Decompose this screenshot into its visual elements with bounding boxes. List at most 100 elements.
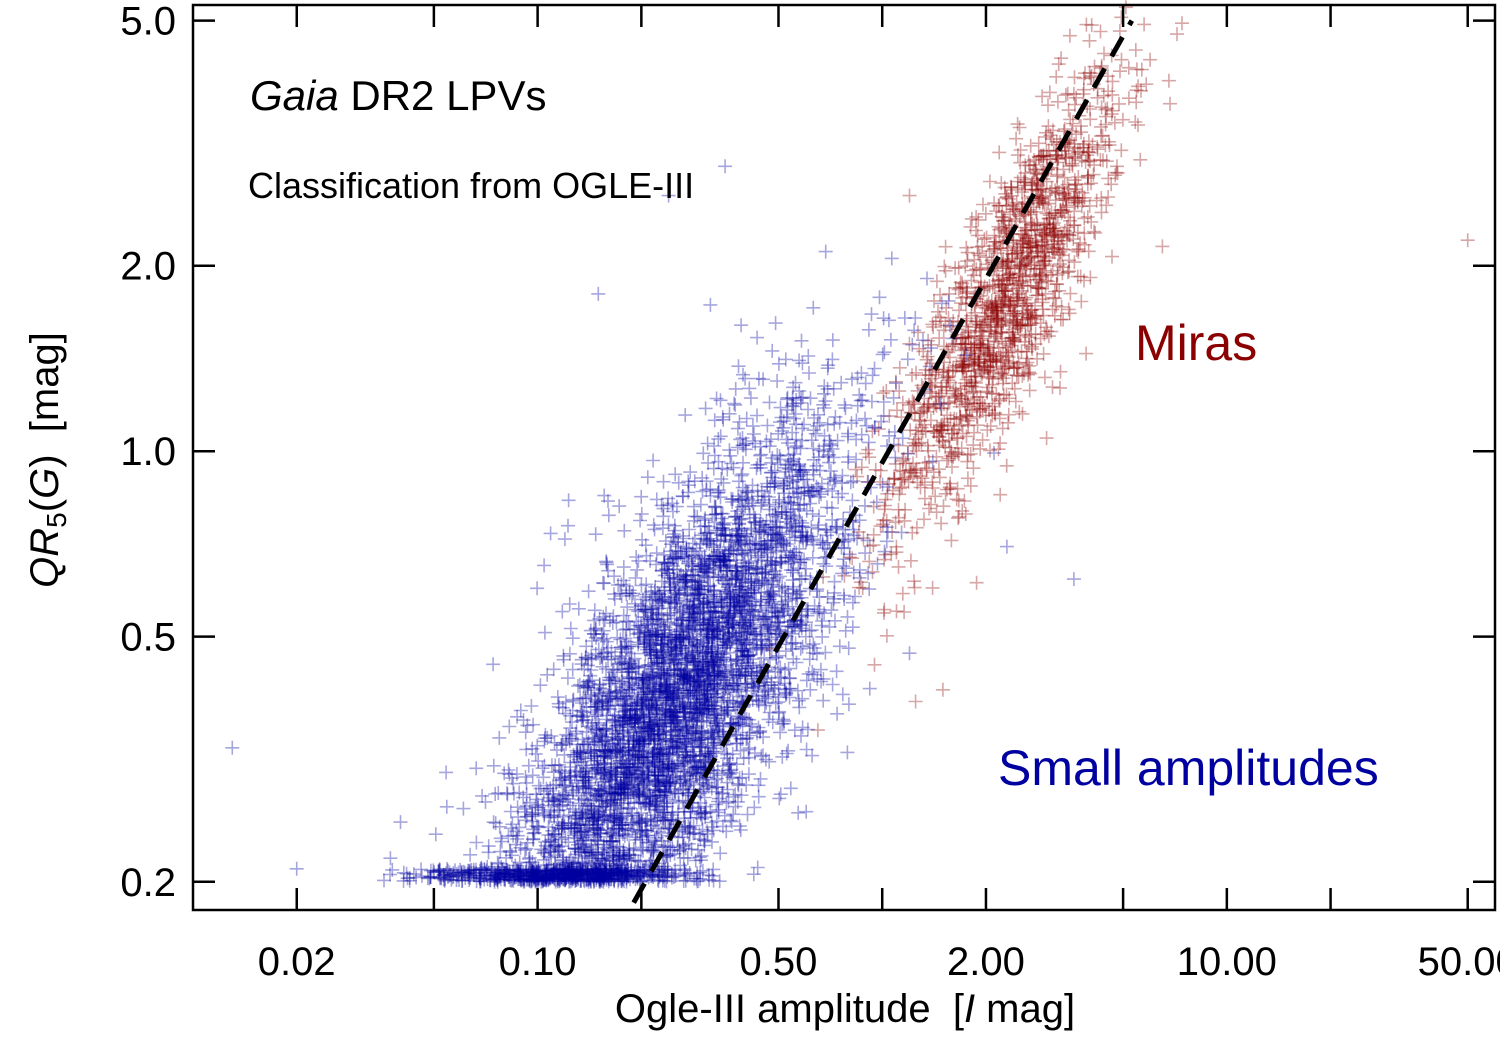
data-point — [1042, 221, 1057, 236]
data-point — [1029, 239, 1044, 254]
data-point — [1047, 284, 1062, 299]
data-point — [963, 446, 978, 461]
data-point — [1031, 149, 1046, 164]
data-point — [893, 481, 907, 496]
data-point — [1067, 141, 1082, 156]
data-point — [1010, 181, 1025, 195]
data-point — [911, 436, 926, 451]
data-point — [1003, 261, 1018, 276]
data-point — [1015, 368, 1030, 383]
data-point — [920, 349, 935, 364]
data-point — [1050, 181, 1065, 196]
data-point — [1047, 237, 1062, 252]
data-point — [1044, 240, 1059, 255]
data-point — [907, 580, 922, 595]
data-point — [973, 401, 988, 416]
data-point — [958, 397, 973, 412]
data-point — [968, 317, 983, 331]
data-point — [915, 471, 930, 486]
data-point — [1002, 267, 1017, 282]
data-point — [967, 252, 982, 267]
data-point — [917, 400, 932, 415]
data-point — [1099, 109, 1113, 124]
data-point — [1031, 281, 1046, 296]
data-point — [1017, 366, 1031, 381]
data-point — [929, 398, 944, 413]
data-point — [1083, 70, 1098, 85]
data-point — [999, 259, 1014, 274]
data-point — [1027, 153, 1041, 168]
data-point — [1034, 182, 1049, 197]
data-point — [960, 471, 975, 486]
data-point — [1015, 268, 1030, 283]
data-point — [959, 391, 974, 406]
data-point — [1042, 219, 1057, 234]
data-point — [1061, 181, 1076, 196]
data-point — [996, 344, 1010, 359]
data-point — [975, 298, 990, 313]
data-point — [1045, 302, 1060, 317]
data-point — [1020, 355, 1035, 370]
data-point — [973, 337, 988, 352]
data-point — [1012, 266, 1027, 281]
data-point — [1053, 202, 1068, 217]
data-point — [1021, 240, 1036, 255]
data-point — [1019, 290, 1034, 305]
data-point — [960, 448, 975, 462]
data-point — [1005, 322, 1020, 337]
data-point — [995, 272, 1010, 287]
data-point — [1077, 211, 1092, 226]
data-point — [1032, 150, 1047, 165]
data-point — [932, 430, 947, 445]
data-point — [941, 370, 956, 385]
data-point — [934, 516, 949, 531]
data-point — [948, 280, 963, 295]
data-point — [1083, 102, 1097, 116]
data-point — [1046, 242, 1061, 257]
data-point — [1003, 207, 1018, 222]
data-point — [1005, 270, 1020, 285]
data-point — [1009, 312, 1024, 327]
data-point — [1036, 346, 1051, 361]
data-point — [900, 446, 915, 461]
data-point — [995, 205, 1010, 220]
data-point — [1044, 324, 1059, 339]
data-point — [1015, 306, 1030, 321]
data-point — [909, 461, 924, 476]
data-point — [920, 404, 935, 419]
data-point — [1040, 149, 1055, 164]
data-point — [978, 408, 993, 423]
data-point — [1009, 239, 1024, 254]
data-point — [961, 395, 975, 410]
data-point — [1080, 148, 1095, 163]
data-point — [1059, 200, 1074, 215]
data-point — [928, 397, 943, 412]
data-point — [1017, 223, 1032, 238]
data-point — [977, 349, 992, 364]
data-point — [918, 362, 933, 377]
data-point — [955, 392, 969, 407]
data-point — [993, 299, 1008, 314]
data-point — [1028, 327, 1043, 341]
data-point — [986, 303, 1001, 318]
data-point — [929, 426, 944, 441]
data-point — [975, 396, 990, 411]
data-point — [1010, 293, 1025, 308]
data-point — [873, 474, 888, 489]
data-point — [1070, 145, 1085, 160]
data-point — [907, 465, 922, 480]
data-point — [953, 382, 968, 397]
data-point — [994, 209, 1009, 224]
data-point — [1038, 130, 1053, 144]
data-point — [959, 379, 974, 394]
data-point — [981, 369, 996, 384]
data-point — [1034, 191, 1049, 206]
data-point — [1021, 235, 1036, 250]
data-point — [932, 422, 947, 437]
data-point — [1027, 308, 1042, 323]
data-point — [1057, 223, 1072, 238]
data-point — [853, 575, 868, 590]
data-point — [931, 429, 946, 444]
data-point — [1068, 149, 1082, 164]
data-point — [948, 447, 963, 461]
